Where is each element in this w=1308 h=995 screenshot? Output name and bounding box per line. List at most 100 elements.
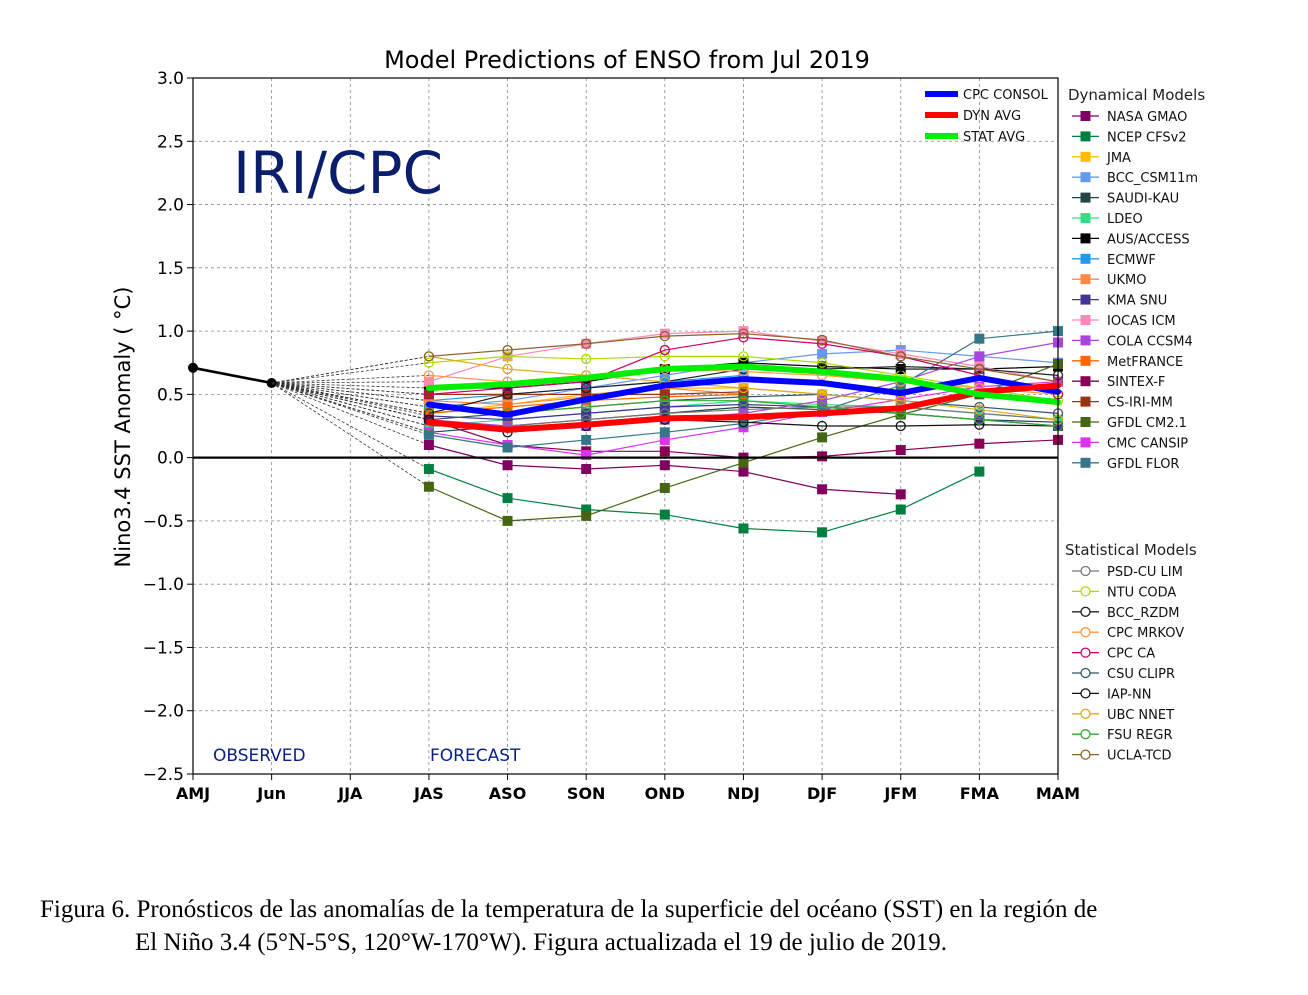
series-cs-iri-mm-point-3: [659, 389, 670, 400]
series-ubc-nnet-point-5: [816, 389, 828, 400]
connector-16: [271, 382, 430, 433]
legend-ldeo-marker: [1080, 213, 1091, 223]
legend-aus-access-marker: [1080, 233, 1091, 244]
series-cpc-ca-line: [428, 336, 1059, 395]
legend-jma-marker: [1080, 151, 1091, 162]
statistical-legend-title: Statistical Models: [1065, 541, 1197, 559]
series-iocas-icm-point-5: [817, 336, 828, 347]
series-fsu-regr-point-7: [974, 414, 985, 425]
legend-kma-snu-label: KMA SNU: [1107, 294, 1167, 309]
series-sintex-f-point-6: [895, 445, 906, 456]
legend-iap-nn-marker: [1080, 688, 1091, 699]
legend-ldeo-label: LDEO: [1107, 212, 1143, 227]
legend-gfdl-flor-label: GFDL FLOR: [1107, 457, 1179, 472]
series-metfrance-point-1: [502, 402, 513, 413]
series-ubc-nnet-point-6: [895, 395, 906, 406]
series-nasa-gmao-point-4: [738, 466, 749, 477]
series-nasa-gmao-point-1: [502, 460, 513, 471]
series-bcc-rzdm-point-0: [423, 408, 435, 419]
series-cpc-mrkov-point-0: [423, 370, 435, 381]
statistical-models-legend: Statistical Models PSD-CU LIM NTU CODA BCC…: [1065, 541, 1197, 764]
series-ucla-tcd-point-0: [423, 351, 435, 362]
series-kma-snu-point-1: [502, 414, 513, 425]
series-ucla-tcd-point-6: [895, 351, 906, 362]
series-gfdl-flor-point-3: [659, 427, 670, 438]
connector-19: [271, 362, 429, 384]
legend-saudi-kau-label: SAUDI-KAU: [1107, 192, 1179, 207]
series-cola-ccsm4-point-5: [817, 395, 828, 406]
series-ncep-cfsv2-point-5: [817, 527, 828, 538]
series-iocas-icm-point-7: [974, 361, 985, 372]
legend-fsu-regr-marker: [1080, 729, 1091, 740]
series-gfdl-flor-point-1: [502, 442, 513, 453]
series-nasa-gmao-point-3: [659, 460, 670, 471]
legend-cola-ccsm4-label: COLA CCSM4: [1107, 334, 1193, 349]
x-tick-label-11: MAM: [1036, 784, 1080, 803]
legend-bcc-csm11m-marker: [1080, 172, 1091, 183]
connector-9: [271, 382, 429, 417]
legend-ucla-tcd-marker: [1080, 749, 1091, 760]
legend-ecmwf-label: ECMWF: [1107, 253, 1156, 268]
series-ntu-coda-point-4: [738, 351, 749, 362]
series-csu-clipr-point-7: [974, 401, 985, 413]
series-gfdl-cm2-1-point-2: [581, 510, 592, 521]
series-cpc-ca-point-5: [816, 338, 828, 349]
x-tick-label-4: ASO: [489, 784, 527, 803]
series-ubc-nnet-point-4: [738, 382, 749, 394]
dynamical-models-legend: Dynamical Models NASA GMAO NCEP CFSv2 JMA B…: [1068, 86, 1205, 472]
series-gfdl-flor-point-4: [738, 418, 749, 429]
series-iocas-icm-point-0: [423, 376, 434, 387]
series-cola-ccsm4-point-4: [738, 408, 749, 419]
series-aus-access-point-5: [817, 361, 828, 372]
series-cmc-cansip-point-7: [974, 381, 985, 392]
chart-title: Model Predictions of ENSO from Jul 2019: [384, 46, 870, 74]
series-cpc-ca-point-4: [738, 332, 749, 343]
legend-csu-clipr-label: CSU CLIPR: [1107, 667, 1175, 682]
legend-ncep-cfsv2-label: NCEP CFSv2: [1107, 130, 1187, 145]
series-nasa-gmao-point-6: [895, 489, 906, 500]
connector-18: [271, 382, 430, 427]
series-ncep-cfsv2-point-3: [659, 509, 670, 520]
connector-27: [271, 356, 429, 384]
series-bcc-rzdm-point-1: [502, 389, 513, 400]
series-iocas-icm-point-6: [895, 348, 906, 359]
y-tick-label-4: 1.0: [157, 322, 184, 342]
connector-10: [271, 381, 429, 384]
x-tick-label-3: JAS: [413, 784, 444, 803]
series-dyn-avg-line: [425, 382, 1061, 433]
watermark: IRI/CPC: [233, 139, 443, 207]
series-ecmwf-point-4: [738, 370, 749, 381]
x-tick-label-10: FMA: [960, 784, 1000, 803]
series-cmc-cansip-point-6: [895, 394, 906, 405]
series-gfdl-cm2-1-point-3: [659, 483, 670, 494]
legend-jma-label: JMA: [1106, 151, 1131, 166]
legend-iocas-icm-label: IOCAS ICM: [1107, 314, 1176, 329]
series-psd-cu-lim-point-7: [974, 408, 985, 419]
series-ntu-coda-point-0: [423, 357, 435, 368]
y-tick-label-0: 3.0: [157, 69, 184, 89]
series-sintex-f-point-7: [974, 438, 985, 449]
series-ntu-coda-point-1: [502, 351, 513, 362]
series-iocas-icm-point-3: [659, 328, 670, 339]
legend-cpc-ca-marker: [1080, 647, 1091, 658]
series-ncep-cfsv2-point-0: [423, 464, 434, 475]
legend-sintex-f-marker: [1080, 376, 1091, 387]
series-gfdl-cm2-1-point-1: [502, 515, 513, 526]
series-fsu-regr-point-3: [659, 395, 670, 406]
caption-line-1: Figura 6. Pronósticos de las anomalías d…: [40, 896, 1098, 923]
connector-17: [271, 382, 430, 436]
series-fsu-regr-point-2: [581, 401, 592, 413]
figure-caption: Figura 6. Pronósticos de las anomalías d…: [40, 893, 1268, 959]
series-bcc-rzdm-point-2: [581, 382, 592, 394]
y-tick-label-10: −2.0: [143, 702, 184, 722]
series-ucla-tcd-point-4: [738, 328, 749, 339]
x-tick-label-8: DJF: [807, 784, 837, 803]
connector-20: [271, 382, 429, 414]
y-axis-label: Nino3.4 SST Anomaly ( °C): [111, 287, 135, 568]
legend-ukmo-label: UKMO: [1107, 273, 1147, 288]
x-tick-label-1: Jun: [256, 784, 286, 803]
y-tick-label-5: 0.5: [157, 385, 184, 405]
legend-metfrance-label: MetFRANCE: [1107, 355, 1183, 370]
legend-ntu-coda-marker: [1080, 586, 1091, 597]
legend-ntu-coda-label: NTU CODA: [1107, 585, 1176, 600]
